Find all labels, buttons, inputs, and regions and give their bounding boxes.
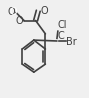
- Text: Cl: Cl: [58, 20, 67, 30]
- Text: Br: Br: [66, 37, 77, 47]
- Text: O: O: [10, 7, 18, 17]
- Text: C: C: [57, 31, 64, 41]
- Text: O: O: [15, 15, 23, 25]
- Text: O: O: [40, 6, 48, 16]
- Text: O: O: [7, 7, 15, 17]
